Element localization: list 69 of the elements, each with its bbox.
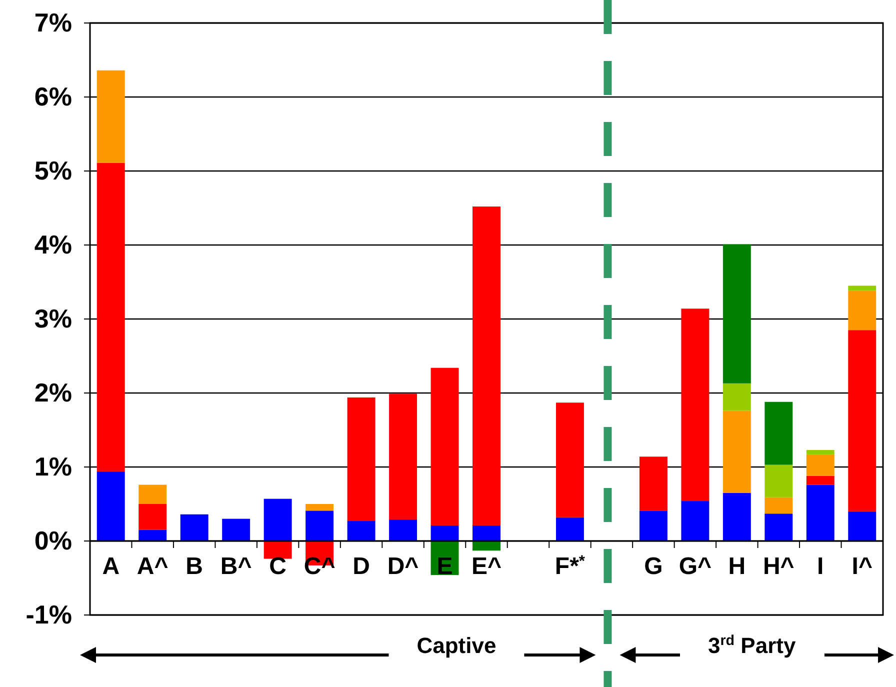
bar bbox=[306, 504, 334, 511]
bar bbox=[764, 497, 793, 514]
y-tick-label: 6% bbox=[34, 81, 72, 112]
bar bbox=[639, 510, 668, 541]
bar bbox=[389, 520, 418, 541]
y-tick-label: 3% bbox=[34, 303, 72, 334]
x-tick-label: E bbox=[436, 553, 453, 580]
bar bbox=[764, 402, 793, 465]
text: Captive bbox=[416, 633, 496, 658]
bar bbox=[472, 525, 500, 541]
bar bbox=[96, 471, 125, 541]
bar bbox=[848, 511, 876, 541]
x-tick-label: D bbox=[352, 553, 370, 580]
y-tick-label: 7% bbox=[34, 7, 72, 38]
y-tick-label: -1% bbox=[26, 599, 72, 630]
bar bbox=[556, 402, 584, 518]
bar bbox=[806, 454, 834, 476]
bar bbox=[681, 501, 710, 541]
bar bbox=[848, 286, 876, 291]
bar bbox=[138, 484, 167, 504]
x-tick-label: H^ bbox=[762, 553, 794, 580]
bar bbox=[306, 510, 334, 541]
bar bbox=[264, 541, 292, 559]
x-tick-label: I^ bbox=[852, 553, 872, 580]
bar bbox=[722, 492, 751, 541]
x-tick-label: G bbox=[644, 553, 663, 580]
x-tick-label: D^ bbox=[387, 553, 419, 580]
bar bbox=[556, 517, 584, 541]
bar bbox=[806, 476, 834, 485]
bar bbox=[430, 525, 459, 541]
bar bbox=[430, 368, 459, 526]
y-tick-label: 4% bbox=[34, 229, 72, 260]
bar bbox=[138, 504, 167, 530]
bar bbox=[96, 70, 125, 163]
x-tick-label: B bbox=[186, 553, 204, 580]
bar bbox=[347, 397, 376, 522]
bar bbox=[389, 394, 418, 520]
bar bbox=[264, 498, 292, 541]
bar bbox=[722, 410, 751, 493]
bar bbox=[681, 308, 710, 502]
x-tick-label: B^ bbox=[220, 553, 252, 580]
y-tick-label: 5% bbox=[34, 155, 72, 186]
bar bbox=[722, 383, 751, 411]
y-tick-label: 1% bbox=[34, 451, 72, 482]
x-tick-label: G^ bbox=[678, 553, 712, 580]
x-tick-label: C bbox=[269, 553, 286, 580]
bar bbox=[848, 330, 876, 512]
bar bbox=[722, 244, 751, 384]
y-tick-label: 0% bbox=[34, 525, 72, 556]
x-tick-label: I bbox=[817, 553, 824, 580]
bar bbox=[764, 464, 793, 498]
text: 3$^{rd}$ Party bbox=[708, 633, 796, 658]
bar bbox=[222, 518, 250, 541]
x-tick-label: F*$^{*}$ bbox=[554, 552, 586, 580]
bar bbox=[96, 162, 125, 472]
y-tick-label: 2% bbox=[34, 377, 72, 408]
bar bbox=[180, 514, 208, 541]
x-tick-label: A bbox=[102, 553, 120, 580]
bar bbox=[848, 290, 876, 330]
x-tick-label: A^ bbox=[136, 553, 168, 580]
x-tick-label: H bbox=[728, 553, 746, 580]
bar bbox=[639, 456, 668, 511]
bar bbox=[806, 484, 834, 541]
bar bbox=[764, 514, 793, 541]
bar bbox=[347, 521, 376, 541]
x-tick-label: E^ bbox=[471, 553, 502, 580]
bar bbox=[806, 450, 834, 454]
bar bbox=[138, 530, 167, 541]
bar bbox=[472, 206, 500, 526]
